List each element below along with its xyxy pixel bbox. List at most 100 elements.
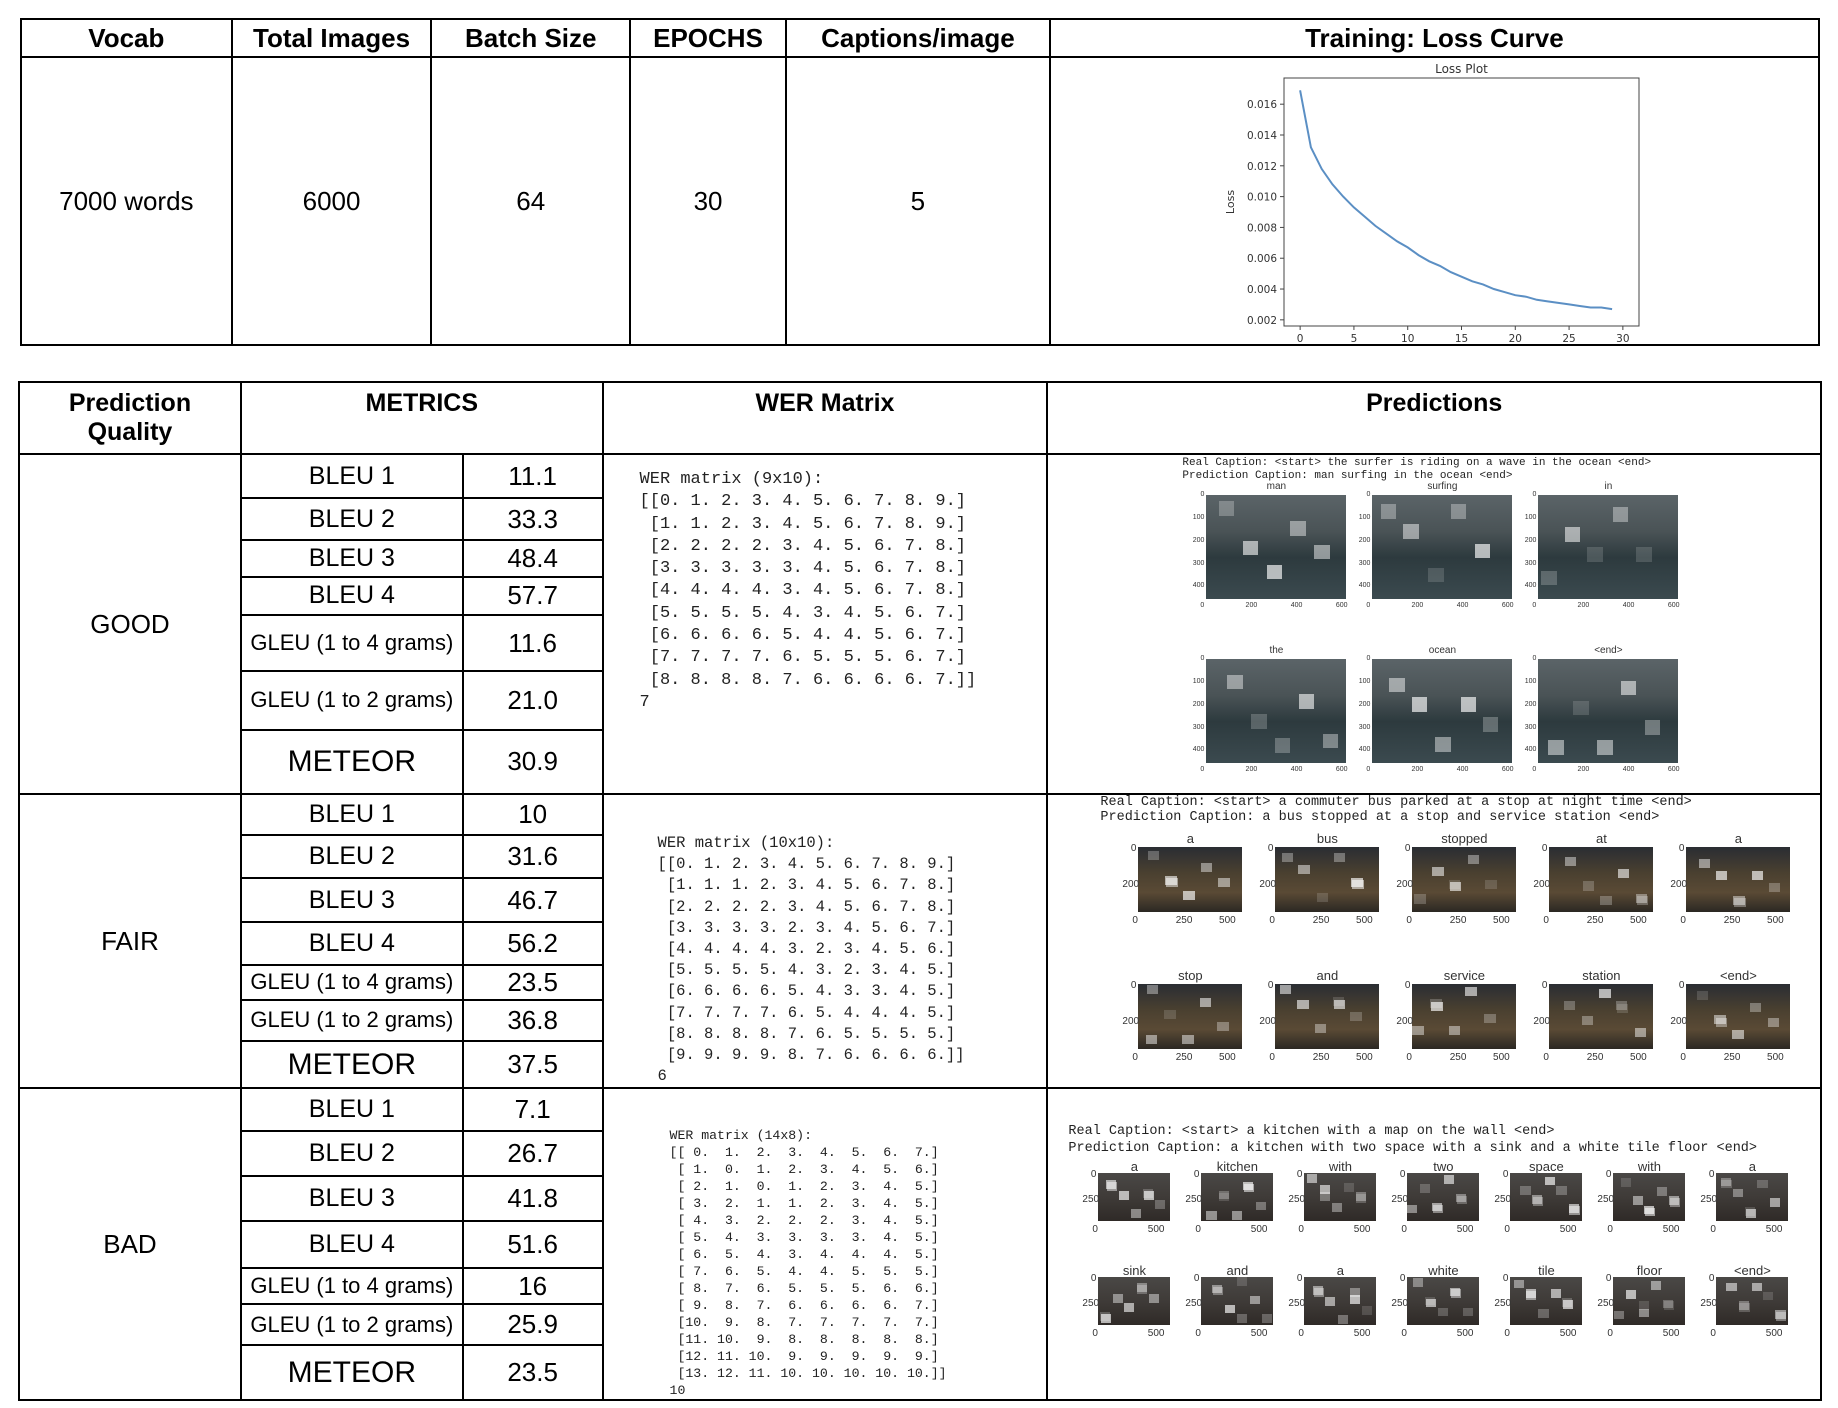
- attention-panel: surfing 0 100 200 300 400 0 200 400 600: [1352, 481, 1518, 641]
- loss-chart-cell: Loss Plot 0.002 0.004 0.006 0.008 0.010 0.012 0…: [1048, 56, 1821, 346]
- y-tick-label: 0.008: [1247, 222, 1277, 234]
- x-tick-label: 500: [1219, 1052, 1236, 1063]
- attention-block: [1350, 1011, 1362, 1022]
- attention-block: [1634, 1028, 1647, 1038]
- x-tick-label: 0: [1543, 915, 1549, 926]
- x-tick-label: 500: [1493, 915, 1510, 926]
- y-tick-label: 200: [1396, 1015, 1414, 1027]
- attention-block: [1732, 1188, 1744, 1198]
- y-tick-label: 200: [1192, 536, 1205, 544]
- attention-panel: bus 0 200 0 250 500: [1247, 831, 1384, 963]
- bad-metric-row: GLEU (1 to 4 grams) 16: [19, 1266, 1821, 1306]
- x-tick-label: 20: [1509, 333, 1522, 342]
- attention-block: [1526, 1290, 1537, 1300]
- metric-value: 48.4: [461, 539, 604, 578]
- attention-block: [1462, 1307, 1473, 1317]
- attention-block: [1482, 717, 1499, 732]
- x-tick-label: 0: [1504, 1224, 1510, 1236]
- metric-value: 26.7: [461, 1130, 604, 1178]
- y-tick-label: 200: [1533, 878, 1551, 890]
- x-tick-label: 0: [1607, 1224, 1613, 1236]
- attention-block: [1100, 1314, 1111, 1324]
- good-wer-matrix: WER matrix (9x10): [[0. 1. 2. 3. 4. 5. 6…: [639, 470, 977, 712]
- x-tick-label: 25: [1563, 333, 1576, 342]
- attention-block: [1314, 1024, 1327, 1034]
- attention-block: [1632, 1196, 1643, 1206]
- fair-metric-row: GLEU (1 to 4 grams) 23.5: [19, 963, 1821, 1001]
- attention-word: station: [1582, 968, 1621, 983]
- metric-value: 33.3: [461, 497, 604, 542]
- attention-word: and: [1226, 1263, 1249, 1279]
- attention-word: a: [1186, 831, 1194, 846]
- x-tick-label: 500: [1219, 915, 1236, 926]
- attention-panel: stopped 0 200 0 250 500: [1384, 831, 1521, 963]
- attention-word: service: [1443, 968, 1485, 983]
- attention-image: [1372, 495, 1513, 599]
- attention-block: [1467, 854, 1479, 864]
- attention-block: [1106, 1180, 1117, 1189]
- attention-image: [1138, 847, 1243, 912]
- value-total-images: 6000: [230, 56, 433, 346]
- y-tick-label: 200: [1670, 878, 1688, 890]
- y-axis-label: Loss: [1224, 190, 1237, 214]
- x-tick-label: 0: [1532, 602, 1537, 609]
- attention-block: [1164, 1010, 1176, 1020]
- metric-value: 23.5: [461, 963, 604, 1001]
- y-tick-label: 400: [1524, 582, 1537, 590]
- training-config-table: Vocab Total Images Batch Size EPOCHS Cap…: [20, 18, 1821, 346]
- y-tick-label: 400: [1358, 746, 1371, 754]
- y-tick-label: 250: [1391, 1194, 1409, 1206]
- attention-word: a: [1734, 831, 1742, 846]
- y-tick-label: 0: [1399, 1273, 1406, 1285]
- attention-block: [1256, 1201, 1267, 1211]
- attention-image: [1206, 495, 1347, 599]
- attention-block: [1343, 1183, 1355, 1192]
- y-tick-label: 300: [1358, 723, 1371, 731]
- attention-block: [1199, 997, 1212, 1007]
- attention-block: [1251, 714, 1267, 729]
- y-tick-label: 0.016: [1247, 99, 1277, 111]
- good-metric-row: METEOR 30.9: [19, 728, 1821, 796]
- metric-name: BLEU 1: [239, 1087, 464, 1133]
- attention-word: <end>: [1719, 968, 1757, 983]
- metric-name: BLEU 1: [239, 792, 464, 837]
- x-tick-label: 0: [1504, 1328, 1510, 1340]
- y-tick-label: 250: [1185, 1194, 1203, 1206]
- metric-name: BLEU 4: [239, 1219, 464, 1269]
- attention-panel: <end> 0 100 200 300 400 0 200 400 600: [1518, 645, 1684, 805]
- attention-block: [1531, 1195, 1543, 1204]
- y-tick-label: 0.006: [1247, 253, 1277, 265]
- y-tick-label: 0: [1366, 655, 1371, 662]
- attention-block: [1331, 1203, 1342, 1212]
- y-tick-label: 0: [1502, 1169, 1509, 1181]
- y-tick-label: 100: [1358, 513, 1371, 521]
- attention-word: a: [1748, 1159, 1756, 1175]
- header-metrics: METRICS: [239, 381, 604, 455]
- bad-metric-row: METEOR 23.5: [19, 1343, 1821, 1402]
- y-tick-label: 0: [1532, 491, 1537, 498]
- attention-block: [1200, 863, 1213, 873]
- attention-block: [1274, 738, 1291, 753]
- fair-quality-label: FAIR: [18, 792, 242, 1090]
- header-vocab: Vocab: [20, 18, 233, 58]
- attention-word: bus: [1316, 831, 1338, 846]
- attention-image: [1716, 1277, 1789, 1326]
- attention-image: [1407, 1173, 1480, 1222]
- x-tick-label: 0: [1680, 1052, 1686, 1063]
- y-tick-label: 300: [1524, 723, 1537, 731]
- attention-panel: station 0 200 0 250 500: [1521, 968, 1658, 1100]
- attention-block: [1573, 700, 1589, 716]
- attention-block: [1316, 892, 1329, 902]
- y-tick-label: 250: [1288, 1298, 1306, 1310]
- attention-image: [1613, 1277, 1686, 1326]
- attention-block: [1182, 1034, 1194, 1044]
- attention-panel: man 0 100 200 300 400 0 200 400 600: [1186, 481, 1352, 641]
- fair-metric-row: FAIR BLEU 1 10 WER matrix (10x10): [[0. 1. …: [18, 792, 1822, 1090]
- good-wer-cell: WER matrix (9x10): [[0. 1. 2. 3. 4. 5. 6…: [601, 453, 1049, 795]
- attention-image: [1549, 984, 1654, 1049]
- attention-panel: ocean 0 100 200 300 400 0 200 400 600: [1352, 645, 1518, 805]
- attention-block: [1657, 1187, 1668, 1196]
- y-tick-label: 0: [1366, 491, 1371, 498]
- bad-predictions-cell: Real Caption: <start> a kitchen with a m…: [1046, 1087, 1822, 1402]
- metric-name: GLEU (1 to 4 grams): [239, 1266, 464, 1306]
